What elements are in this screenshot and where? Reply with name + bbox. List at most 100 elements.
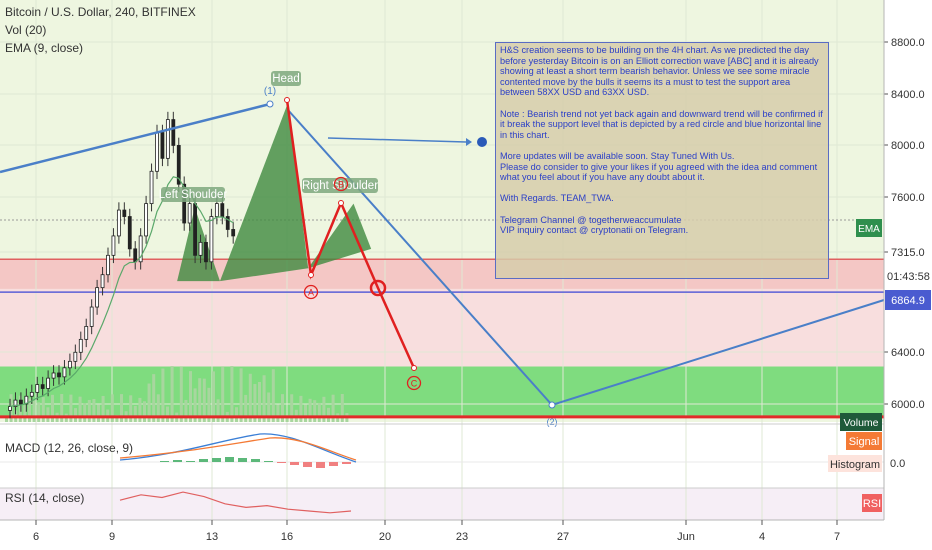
volume-bar (304, 404, 307, 422)
candle-body (155, 132, 159, 172)
candle-body (57, 372, 61, 378)
volume-bar (166, 406, 169, 422)
candle-body (8, 406, 12, 411)
volume-bar (87, 399, 91, 422)
candle-body (171, 119, 176, 146)
rsi-badge: RSI (863, 498, 881, 510)
macd-pane: MACD (12, 26, close, 9) Signal Histogram 0.… (0, 423, 905, 472)
volume-bar (101, 395, 105, 422)
volume-bar (230, 366, 234, 422)
ema-line (9, 176, 234, 408)
volume-bar (161, 368, 165, 422)
volume-bar (78, 396, 82, 422)
lower-resistance-zone (0, 288, 884, 367)
macd-title[interactable]: MACD (12, 26, close, 9) (5, 441, 133, 455)
wave-1-label: (1) (264, 86, 276, 97)
volume-bar (37, 402, 41, 422)
candle-body (24, 395, 29, 405)
candle-body (220, 203, 225, 217)
macd-histogram-bar (277, 462, 286, 463)
last-price-badge: 6864.9 (891, 295, 925, 307)
wave-node (284, 97, 290, 103)
macd-histogram-bar (316, 462, 325, 468)
volume-bar (51, 394, 54, 422)
candle-body (187, 203, 192, 224)
time-tick-label: 23 (456, 531, 468, 543)
volume-bar (32, 400, 36, 422)
volume-bar (92, 398, 96, 422)
head-and-shoulders-pattern (177, 102, 372, 282)
volume-bar (41, 397, 45, 422)
head-shape (219, 102, 309, 282)
left-shoulder-label-bg (161, 187, 225, 202)
analysis-note: H&S creation seems to be building on the… (495, 42, 829, 279)
volume-bar (276, 404, 280, 422)
macd-histogram-bar (290, 462, 299, 465)
volume-bar (74, 408, 77, 422)
left-shoulder-shape (177, 207, 220, 282)
ema-badge: EMA (858, 224, 880, 235)
candle-body (35, 384, 40, 393)
last-price-badge-bg (885, 290, 931, 310)
breakdown-circle (369, 279, 387, 297)
candle-body (176, 145, 181, 185)
rsi-title[interactable]: RSI (14, close) (5, 491, 84, 505)
volume-bar (281, 394, 284, 422)
volume-bar (308, 398, 312, 422)
support-zone (0, 366, 884, 416)
candle-body (193, 203, 197, 256)
volume-bar (317, 402, 321, 422)
candle-body (46, 377, 51, 389)
wave-node (338, 200, 344, 206)
countdown-badge: 01:43:58 (887, 271, 930, 283)
macd-histogram-bar (342, 462, 351, 464)
candle-body (13, 399, 18, 407)
signal-badge-bg (846, 432, 882, 450)
candle-body (62, 367, 67, 378)
wave-2-label: (2) (547, 417, 558, 427)
candle-body (149, 170, 154, 205)
volume-bars (5, 366, 349, 422)
volume-bar (18, 395, 22, 422)
ema-indicator-label[interactable]: EMA (9, close) (5, 41, 84, 55)
volume-bar (143, 401, 146, 422)
note-paragraph-4: Please do consider to give your likes if… (500, 161, 818, 183)
volume-bar (313, 400, 317, 422)
rsi-line (119, 491, 352, 514)
candle-body (116, 209, 121, 237)
volume-indicator-label[interactable]: Vol (20) (5, 23, 47, 37)
macd-histogram-bar (251, 459, 260, 462)
volume-bar (267, 392, 271, 422)
macd-histogram-bar (264, 461, 273, 462)
candle-body (29, 391, 34, 397)
volume-bar (253, 384, 257, 422)
wave-c-label-ring (406, 375, 422, 391)
wave-b-label: B (338, 180, 344, 190)
trend-lines (0, 100, 885, 409)
candlestick-series (8, 111, 236, 419)
macd-histogram-bar (238, 458, 247, 462)
candle-body (19, 399, 23, 405)
time-tick-label: 9 (109, 531, 115, 543)
time-tick-label: 4 (759, 531, 765, 543)
volume-bar (327, 407, 330, 422)
volume-badge: Volume (843, 417, 878, 429)
time-tick-label: 27 (557, 531, 569, 543)
wave-a-label: A (308, 288, 314, 298)
rsi-pane-background (0, 488, 884, 520)
ema-curve (9, 176, 234, 408)
symbol-title: Bitcoin / U.S. Dollar, 240, BITFINEX (5, 5, 196, 19)
volume-bar (290, 394, 294, 422)
volume-bar (120, 394, 123, 422)
macd-histogram-bar (160, 461, 169, 462)
price-tick-label: 6000.0 (891, 399, 925, 411)
right-shoulder-shape (308, 203, 372, 269)
time-tick-label: Jun (677, 531, 695, 543)
wave-node (411, 365, 417, 371)
wave-node (308, 272, 314, 278)
wave-c-label: C (411, 379, 418, 389)
volume-bar (198, 378, 202, 422)
volume-bar (28, 398, 31, 422)
candle-body (133, 248, 138, 263)
volume-bar (285, 415, 289, 422)
